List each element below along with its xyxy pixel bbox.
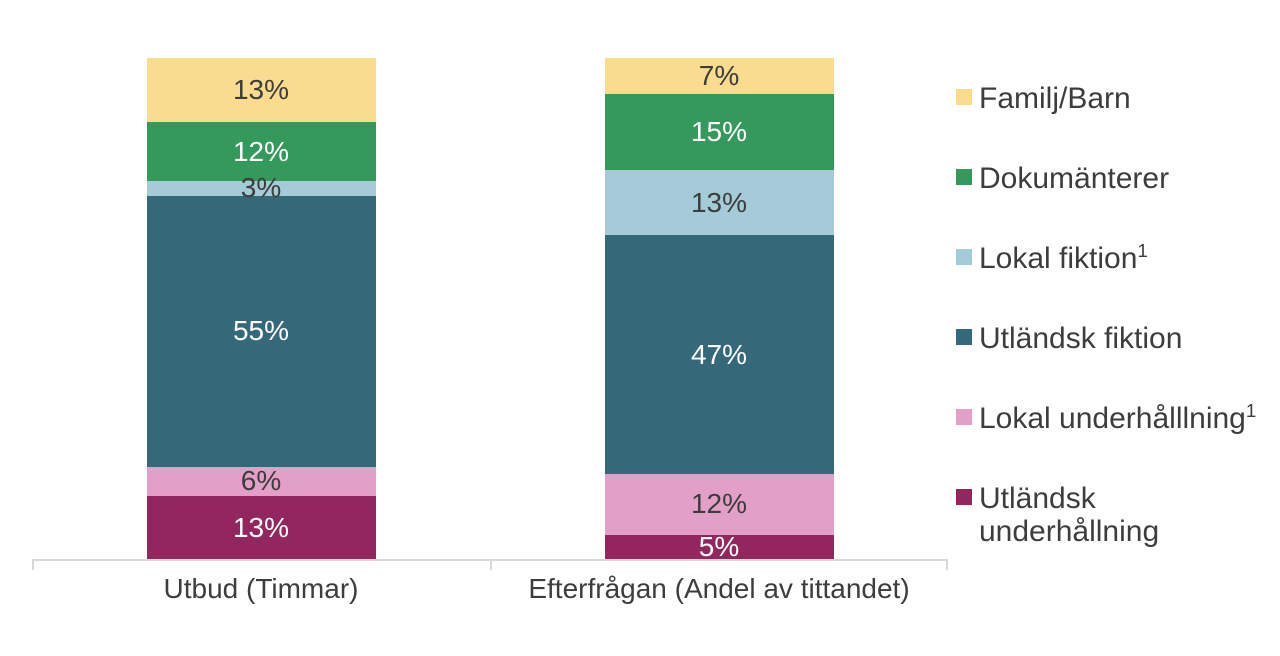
x-axis-tick [946, 559, 948, 570]
bar-segment-value-label: 7% [698, 59, 740, 91]
bar-segment: 13% [146, 58, 376, 122]
bar-segment-value-label: 15% [690, 115, 748, 147]
bar-segment: 15% [604, 93, 834, 170]
legend-label: Utländsk fiktion [979, 322, 1183, 355]
x-axis-labels: Utbud (Timmar) Efterfrågan (Andel av titt… [32, 572, 948, 606]
legend-swatch [956, 489, 972, 505]
bars-row: 13% 12% 3% 55% 6% 13% 7% 15% 13% 47% 12% 5% [32, 58, 948, 563]
legend-label: Lokal underhålllning1 [979, 400, 1257, 435]
legend-item: Utländsk fiktion [956, 322, 1256, 355]
x-axis-line [32, 559, 948, 570]
bar-segment-value-label: 13% [690, 186, 748, 218]
legend-label: Lokal fiktion1 [979, 240, 1148, 275]
bar-segment: 55% [146, 195, 376, 467]
legend-swatch [956, 249, 972, 265]
legend-label: Utländsk underhållning [979, 482, 1160, 548]
bar-segment-value-label: 13% [232, 512, 290, 544]
stacked-bar: 13% 12% 3% 55% 6% 13% [146, 58, 376, 561]
bar-segment-value-label: 6% [240, 465, 282, 497]
bar-group: 7% 15% 13% 47% 12% 5% [490, 58, 948, 563]
legend-swatch [956, 329, 972, 345]
bar-segment: 12% [146, 121, 376, 182]
legend-item: Familj/Barn [956, 82, 1256, 115]
legend-item: Lokal fiktion1 [956, 240, 1256, 275]
bar-segment: 47% [604, 235, 834, 474]
bar-segment: 13% [146, 496, 376, 561]
plot-area: 13% 12% 3% 55% 6% 13% 7% 15% 13% 47% 12% 5% Utbud (… [32, 58, 948, 604]
legend-label-superscript: 1 [1137, 240, 1148, 261]
legend-label-superscript: 1 [1245, 400, 1257, 421]
bar-segment: 6% [146, 465, 376, 497]
legend-label: Familj/Barn [979, 82, 1131, 115]
bar-segment-value-label: 12% [690, 488, 748, 520]
bar-segment-value-label: 55% [232, 315, 290, 347]
bar-segment-value-label: 12% [232, 135, 290, 167]
x-axis-tick [32, 559, 34, 570]
bar-segment-value-label: 3% [240, 172, 282, 204]
bar-segment: 12% [604, 473, 834, 535]
legend-label: Dokumänterer [979, 162, 1170, 195]
legend-item: Utländsk underhållning [956, 482, 1256, 548]
bar-segment: 13% [604, 169, 834, 236]
bar-segment-value-label: 13% [232, 73, 290, 105]
bar-segment: 5% [604, 531, 834, 563]
legend-swatch [956, 169, 972, 185]
bar-segment-value-label: 47% [690, 338, 748, 370]
stacked-bar: 7% 15% 13% 47% 12% 5% [604, 58, 834, 563]
x-axis-tick [490, 559, 492, 570]
bar-segment: 3% [146, 174, 376, 202]
bar-group: 13% 12% 3% 55% 6% 13% [32, 58, 490, 561]
x-axis-category-label: Efterfrågan (Andel av tittandet) [528, 573, 910, 604]
legend-swatch [956, 409, 972, 425]
bar-segment-value-label: 5% [698, 531, 740, 563]
legend-swatch [956, 89, 972, 105]
legend-item: Lokal underhålllning1 [956, 400, 1257, 435]
legend-item: Dokumänterer [956, 162, 1256, 195]
bar-segment: 7% [604, 58, 834, 94]
legend: Familj/Barn Dokumänterer Lokal fiktion1 Utl… [956, 82, 1256, 548]
x-axis-category-label: Utbud (Timmar) [163, 573, 359, 604]
